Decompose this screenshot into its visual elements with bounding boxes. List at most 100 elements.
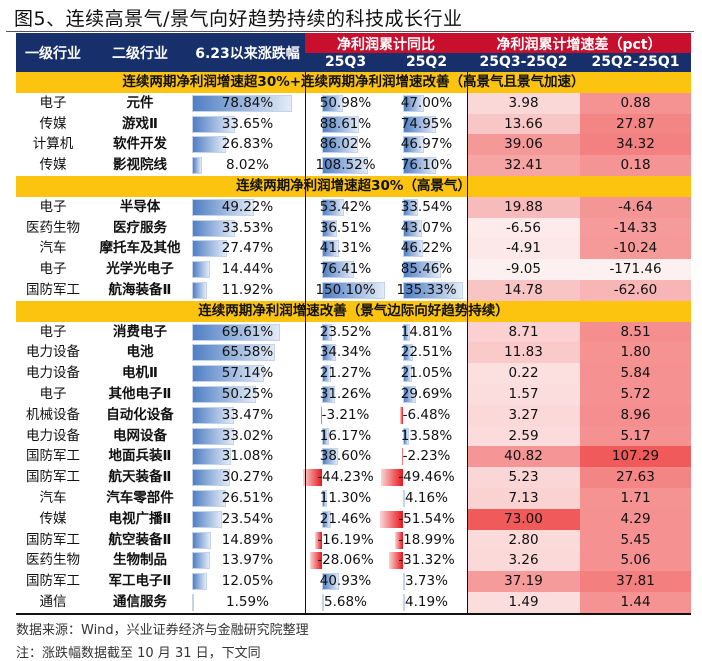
table-header: 一级行业 二级行业 6.23以来涨跌幅 净利润累计同比 净利润累计增速差（pct… <box>16 33 691 72</box>
change-bar <box>192 448 232 466</box>
yoy-25q2-value: -2.23% <box>402 448 451 465</box>
table-row: 传媒 影视院线 8.02% 108.52% 76.10% 32.41 0.18 <box>16 155 691 176</box>
yoy-25q2-value: -6.48% <box>402 406 451 423</box>
yoy-25q3-bar <box>322 136 359 154</box>
level1-industry: 电子 <box>39 198 67 215</box>
yoy-25q2-value: 85.46% <box>400 261 453 278</box>
header-25q2: 25Q2 <box>405 54 448 70</box>
change-bar <box>192 593 195 611</box>
change-value: 49.22% <box>221 198 274 215</box>
yoy-25q3-value: 53.42% <box>319 198 372 215</box>
diff-25q3-25q2: 5.23 <box>467 467 580 488</box>
change-bar <box>192 240 227 258</box>
yoy-25q3-bar <box>322 219 338 237</box>
table-row: 国防军工 航天装备Ⅱ 30.27% -44.23% -49.46% 5.23 2… <box>16 467 691 488</box>
yoy-25q3-bar <box>322 385 336 403</box>
footnote: 注：涨跌幅数据截至 10 月 31 日，下文同 <box>16 646 261 661</box>
header-change: 6.23以来涨跌幅 <box>195 46 300 62</box>
yoy-25q2-bar <box>403 489 405 507</box>
diff-25q2-25q1: -62.60 <box>580 279 691 301</box>
level2-industry: 航空装备Ⅱ <box>108 531 172 548</box>
yoy-25q2-bar <box>403 344 413 362</box>
level2-industry: 摩托车及其他 <box>99 240 181 257</box>
yoy-25q3-bar <box>320 406 322 424</box>
change-value: 33.47% <box>221 406 274 423</box>
yoy-25q3-bar <box>322 157 368 175</box>
level2-industry: 军工电子Ⅱ <box>108 573 172 590</box>
yoy-25q2-bar <box>403 136 424 154</box>
header-25q3-25q2: 25Q3-25Q2 <box>479 54 568 70</box>
change-bar <box>192 552 210 570</box>
level2-industry: 航海装备Ⅱ <box>108 281 172 298</box>
table-row: 电子 光学光电子 14.44% 76.41% 85.46% -9.05 -171… <box>16 259 691 280</box>
yoy-25q3-value: 23.52% <box>319 323 372 340</box>
table-row: 电子 元件 78.84% 50.98% 47.00% 3.98 0.88 <box>16 92 691 114</box>
yoy-25q2-bar <box>402 448 403 466</box>
change-value: 65.58% <box>221 344 274 361</box>
yoy-25q3-value: 86.02% <box>319 136 372 153</box>
level1-industry: 国防军工 <box>26 469 80 486</box>
level1-industry: 电力设备 <box>26 365 80 382</box>
yoy-25q2-value: 3.73% <box>405 573 448 590</box>
change-value: 1.59% <box>226 593 269 610</box>
change-bar <box>192 573 208 591</box>
change-value: 26.51% <box>221 489 274 506</box>
change-value: 11.92% <box>221 281 274 298</box>
table-row: 电力设备 电网设备 33.02% 16.17% 13.58% 2.59 5.17 <box>16 425 691 447</box>
diff-25q3-25q2: 32.41 <box>467 155 580 176</box>
diff-25q2-25q1: 8.96 <box>580 404 691 426</box>
level1-industry: 通信 <box>39 593 67 610</box>
level2-industry: 电机Ⅱ <box>122 365 158 382</box>
level1-industry: 计算机 <box>32 136 74 153</box>
change-value: 57.14% <box>221 365 274 382</box>
yoy-25q2-bar <box>403 261 441 279</box>
header-group-diff: 净利润累计增速差（pct） <box>496 37 662 53</box>
level2-industry: 电池 <box>126 344 154 361</box>
yoy-25q3-value: -44.23% <box>317 469 374 486</box>
change-value: 13.97% <box>221 552 274 569</box>
yoy-25q2-bar <box>403 94 424 112</box>
table-row: 电力设备 电池 65.58% 34.34% 22.51% 11.83 1.80 <box>16 342 691 364</box>
diff-25q2-25q1: 0.18 <box>580 155 691 176</box>
change-bar <box>192 406 235 424</box>
table-row: 通信 通信服务 1.59% 5.68% 4.19% 1.49 1.44 <box>16 591 691 613</box>
yoy-25q2-bar <box>403 573 405 591</box>
yoy-25q2-bar <box>403 281 463 299</box>
change-bar <box>192 510 222 528</box>
change-value: 26.83% <box>221 136 274 153</box>
yoy-25q3-bar <box>322 323 332 341</box>
diff-25q3-25q2: 37.19 <box>467 571 580 592</box>
section-band: 连续两期净利润增速超30%+连续两期净利润增速改善（高景气且景气加速） <box>16 72 691 93</box>
change-value: 8.02% <box>226 157 269 174</box>
level1-industry: 汽车 <box>39 240 67 257</box>
level1-industry: 电子 <box>39 94 67 111</box>
header-25q2-25q1: 25Q2-25Q1 <box>591 54 680 70</box>
table-row: 国防军工 航海装备Ⅱ 11.92% 150.10% 135.33% 14.78 … <box>16 279 691 301</box>
diff-25q3-25q2: 40.82 <box>467 446 580 468</box>
yoy-25q2-bar <box>403 323 410 341</box>
yoy-25q3-bar <box>315 531 322 549</box>
diff-25q3-25q2: 0.22 <box>467 363 580 384</box>
header-red-band <box>305 33 691 53</box>
yoy-25q2-value: 46.22% <box>400 240 453 257</box>
diff-25q2-25q1: 1.71 <box>580 487 691 509</box>
diff-25q2-25q1: 27.87 <box>580 113 691 135</box>
yoy-25q2-value: -31.32% <box>398 552 455 569</box>
yoy-25q2-value: 4.19% <box>405 593 448 610</box>
yoy-25q3-bar <box>322 281 386 299</box>
diff-25q3-25q2: 19.88 <box>467 196 580 218</box>
yoy-25q3-value: 88.61% <box>319 115 372 132</box>
change-value: 33.53% <box>221 219 274 236</box>
level1-industry: 医药生物 <box>26 219 80 236</box>
yoy-25q3-bar <box>310 552 322 570</box>
yoy-25q2-bar <box>403 240 424 258</box>
yoy-25q2-value: 22.51% <box>400 344 453 361</box>
yoy-25q3-bar <box>322 593 325 611</box>
level1-industry: 机械设备 <box>26 406 80 423</box>
section-band: 连续两期净利润增速超30%（高景气） <box>16 175 691 197</box>
yoy-25q2-value: -49.46% <box>398 469 455 486</box>
yoy-25q2-bar <box>389 552 403 570</box>
diff-25q2-25q1: -10.24 <box>580 238 691 260</box>
change-value: 78.84% <box>221 94 274 111</box>
yoy-25q2-value: 4.16% <box>405 489 448 506</box>
